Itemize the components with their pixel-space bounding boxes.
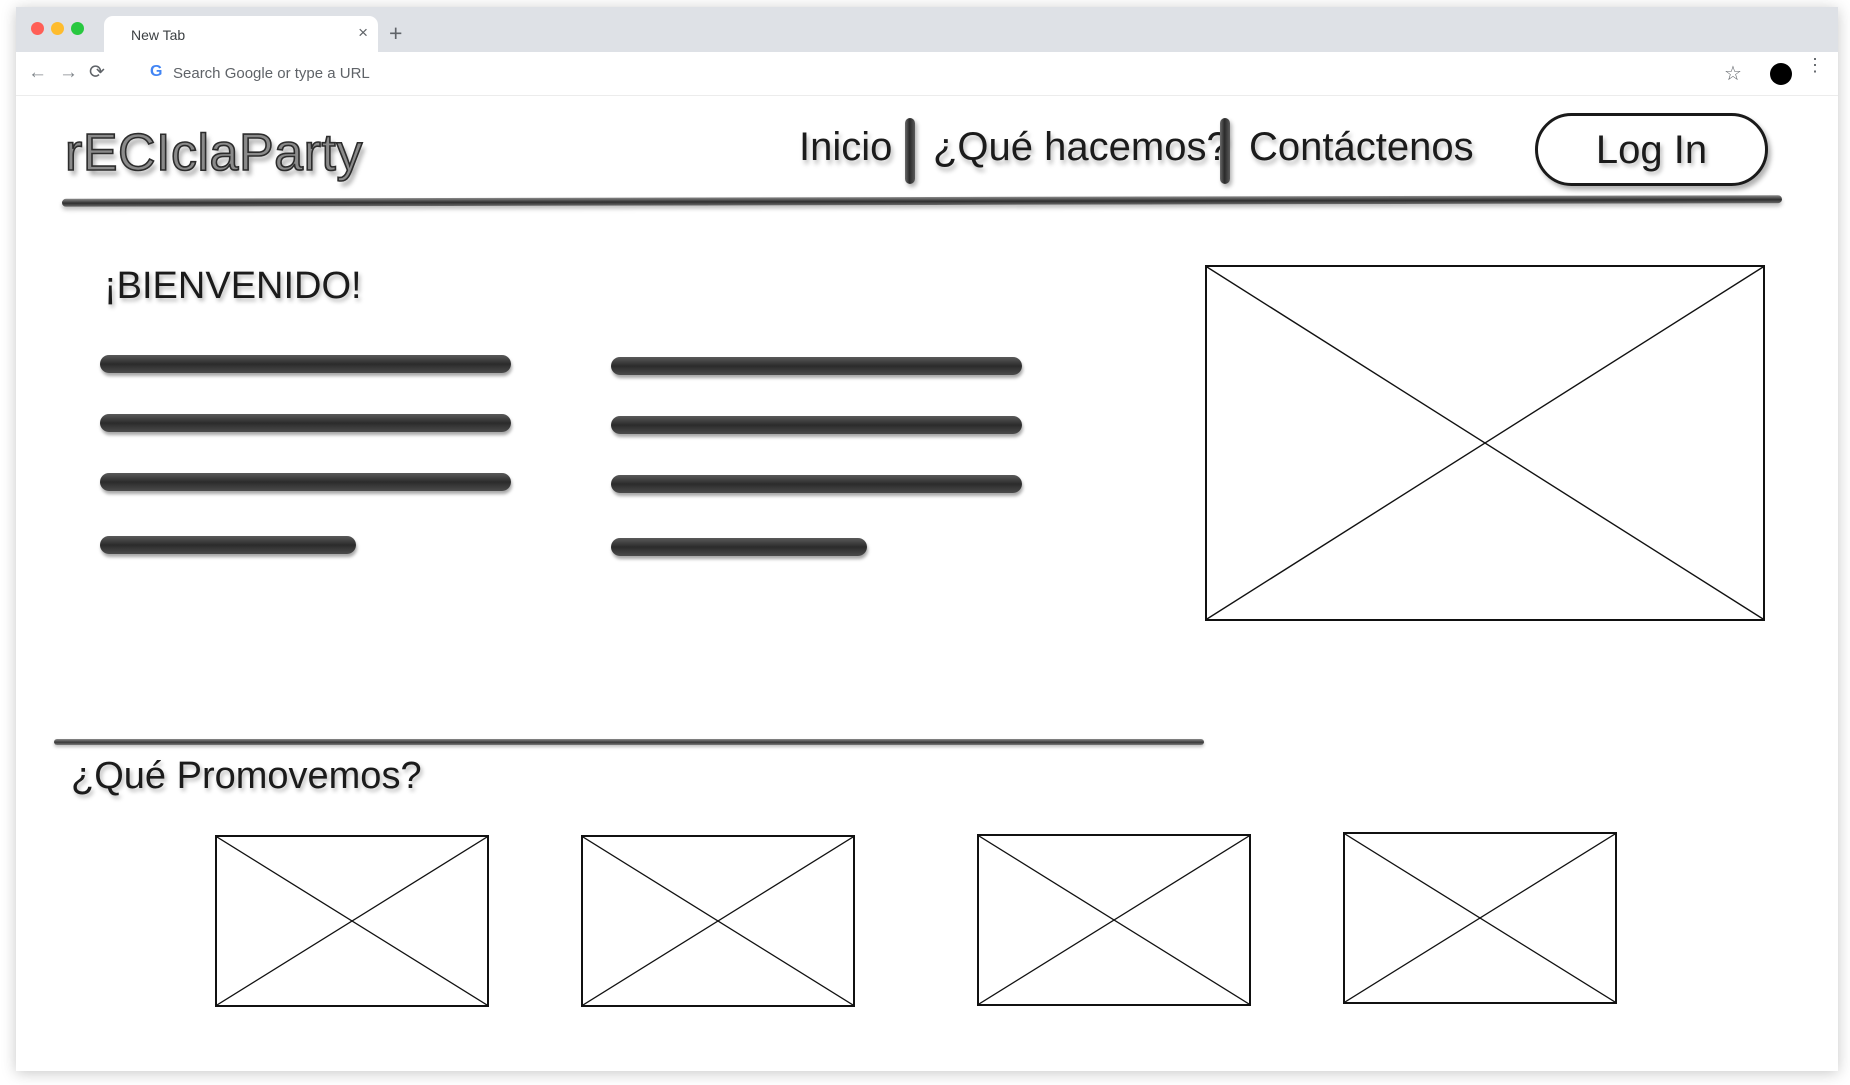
reload-icon[interactable]: ⟳ <box>89 62 105 83</box>
text-line-placeholder <box>611 538 867 556</box>
image-placeholder-icon <box>583 837 853 1005</box>
text-line-placeholder <box>100 536 356 554</box>
back-arrow-icon[interactable]: ← <box>28 62 47 83</box>
promo-image-placeholder <box>1343 832 1617 1004</box>
address-bar[interactable]: G Search Google or type a URL <box>142 57 1742 87</box>
image-placeholder-icon <box>217 837 487 1005</box>
forward-arrow-icon[interactable]: → <box>59 62 78 83</box>
nav-link-que-hacemos[interactable]: ¿Qué hacemos? <box>933 125 1229 169</box>
bookmark-star-icon[interactable]: ☆ <box>1724 63 1742 85</box>
promo-image-placeholder <box>581 835 855 1007</box>
nav-link-contactenos[interactable]: Contáctenos <box>1249 125 1474 169</box>
page-content: rECIclaParty Inicio ¿Qué hacemos? Contác… <box>16 95 1838 1071</box>
close-window-button[interactable] <box>31 22 44 35</box>
promo-image-placeholder <box>977 834 1251 1006</box>
hero-image-placeholder <box>1205 265 1765 621</box>
image-placeholder-icon <box>979 836 1249 1004</box>
section-divider <box>54 739 1204 745</box>
nav-link-inicio[interactable]: Inicio <box>799 125 893 169</box>
promo-image-placeholder <box>215 835 489 1007</box>
image-placeholder-icon <box>1345 834 1615 1002</box>
site-logo[interactable]: rECIclaParty <box>64 123 363 183</box>
login-button[interactable]: Log In <box>1535 113 1768 186</box>
browser-toolbar: ← → ⟳ G Search Google or type a URL <box>16 52 1838 96</box>
zoom-window-button[interactable] <box>71 22 84 35</box>
minimize-window-button[interactable] <box>51 22 64 35</box>
new-tab-icon[interactable]: + <box>389 20 403 46</box>
image-placeholder-icon <box>1207 267 1763 619</box>
welcome-heading: ¡BIENVENIDO! <box>104 265 362 307</box>
section-title-promovemos: ¿Qué Promovemos? <box>71 755 422 797</box>
profile-avatar[interactable] <box>1770 63 1792 85</box>
nav-separator <box>905 118 915 184</box>
text-line-placeholder <box>611 475 1022 493</box>
text-line-placeholder <box>611 357 1022 375</box>
tab-new-tab[interactable]: New Tab × <box>104 16 378 52</box>
text-line-placeholder <box>100 414 511 432</box>
address-placeholder[interactable]: Search Google or type a URL <box>173 65 370 82</box>
tab-title: New Tab <box>131 27 186 43</box>
text-line-placeholder <box>611 416 1022 434</box>
google-icon: G <box>150 63 163 80</box>
browser-window: New Tab × + ← → ⟳ G Search Google or typ… <box>16 7 1838 1071</box>
nav-separator <box>1220 118 1230 184</box>
browser-menu-icon[interactable]: ⋮ <box>1806 55 1824 75</box>
text-line-placeholder <box>100 355 511 373</box>
tab-strip: New Tab × + <box>16 7 1838 52</box>
header-divider <box>61 195 1783 207</box>
close-icon[interactable]: × <box>358 23 368 42</box>
text-line-placeholder <box>100 473 511 491</box>
